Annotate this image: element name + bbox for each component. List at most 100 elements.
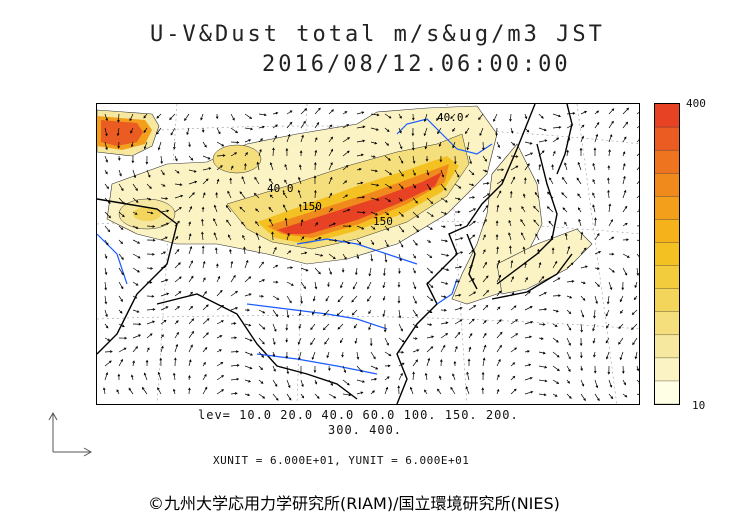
wind-arrow <box>342 208 351 213</box>
wind-arrow <box>272 111 279 115</box>
wind-arrow <box>244 337 253 342</box>
wind-arrow <box>495 220 499 227</box>
wind-arrow <box>580 231 584 241</box>
wind-arrow <box>216 349 222 353</box>
wind-arrow <box>552 337 559 343</box>
wind-arrow <box>634 351 638 360</box>
wind-arrow <box>450 113 456 119</box>
wind-arrow <box>538 163 542 171</box>
wind-arrow <box>440 211 448 215</box>
wind-arrow <box>510 127 514 134</box>
wind-arrow <box>454 319 463 325</box>
wind-arrow <box>298 176 302 185</box>
wind-arrow <box>594 281 600 288</box>
wind-arrow <box>440 295 447 299</box>
wind-arrow <box>524 376 533 381</box>
wind-arrow <box>384 127 390 133</box>
wind-arrow <box>398 197 403 202</box>
wind-arrow <box>370 127 379 131</box>
wind-arrow <box>286 365 290 375</box>
wind-arrow <box>580 309 585 318</box>
wind-arrow <box>160 292 170 297</box>
wind-arrow <box>351 309 358 316</box>
wind-arrow <box>618 323 624 329</box>
wind-arrow <box>384 155 391 161</box>
wind-arrow <box>524 350 530 353</box>
wind-arrow <box>104 127 108 137</box>
wind-arrow <box>216 289 223 297</box>
wind-arrow <box>342 137 351 143</box>
wind-arrow <box>538 276 545 283</box>
copyright-credit: ©九州大学応用力学研究所(RIAM)/国立環境研究所(NIES) <box>148 494 560 513</box>
wind-arrow <box>524 152 534 157</box>
wind-arrow <box>482 275 489 283</box>
wind-arrow <box>454 169 460 178</box>
wind-arrow <box>170 127 176 136</box>
wind-arrow <box>132 169 137 179</box>
wind-arrow <box>382 295 386 301</box>
wind-arrow <box>244 323 252 327</box>
wind-arrow <box>188 141 191 148</box>
contour-label: 40.0 <box>267 182 294 195</box>
wind-arrow <box>594 133 599 143</box>
wind-arrow <box>552 323 558 327</box>
wind-arrow <box>314 379 318 385</box>
wind-arrow <box>311 351 316 360</box>
wind-arrow <box>495 127 498 137</box>
wind-arrow <box>314 121 320 129</box>
wind-arrow <box>160 345 164 353</box>
wind-arrow <box>174 320 179 325</box>
wind-arrow <box>255 208 260 213</box>
wind-arrow <box>271 231 274 241</box>
wind-arrow <box>383 323 387 333</box>
wind-arrow <box>202 386 208 395</box>
wind-arrow <box>300 134 304 143</box>
wind-arrow <box>397 281 401 288</box>
wind-arrow <box>341 351 344 358</box>
wind-arrow <box>622 189 627 199</box>
wind-arrow <box>566 262 574 269</box>
wind-arrow <box>383 267 386 277</box>
wind-arrow <box>146 183 152 189</box>
wind-arrow <box>297 189 302 199</box>
wind-arrow <box>636 153 639 157</box>
wind-arrow <box>244 276 252 283</box>
wind-arrow <box>118 239 124 245</box>
wind-arrow <box>561 192 568 199</box>
wind-arrow <box>160 197 169 200</box>
wind-arrow <box>118 309 123 314</box>
wind-arrow <box>423 113 428 123</box>
wind-arrow <box>468 291 477 297</box>
wind-arrow <box>286 309 290 319</box>
wind-arrow <box>468 249 475 255</box>
wind-arrow <box>146 252 155 256</box>
wind-arrow <box>146 267 154 270</box>
wind-arrow <box>592 337 596 344</box>
wind-arrow <box>370 141 378 145</box>
wind-arrow <box>384 386 389 395</box>
wind-arrow <box>608 203 612 213</box>
wind-arrow <box>314 237 322 241</box>
wind-arrow <box>130 374 134 381</box>
wind-arrow <box>384 197 392 202</box>
wind-arrow <box>314 189 317 199</box>
wind-arrow <box>297 337 302 345</box>
wind-arrow <box>117 113 120 123</box>
wind-arrow <box>230 322 237 325</box>
wind-arrow <box>216 304 225 311</box>
wind-arrow <box>269 218 274 227</box>
wind-arrow <box>300 267 309 272</box>
wind-arrow <box>636 124 639 129</box>
wind-arrow <box>426 309 433 314</box>
wind-arrow <box>440 333 449 339</box>
wind-arrow <box>398 267 401 274</box>
wind-arrow <box>566 323 572 331</box>
wind-arrow <box>213 204 218 213</box>
wind-arrow <box>160 236 168 241</box>
wind-arrow <box>440 267 450 271</box>
wind-arrow <box>272 351 276 358</box>
wind-arrow <box>607 165 611 171</box>
wind-arrow <box>496 168 505 172</box>
wind-arrow <box>426 267 434 274</box>
wind-arrow <box>104 113 108 122</box>
